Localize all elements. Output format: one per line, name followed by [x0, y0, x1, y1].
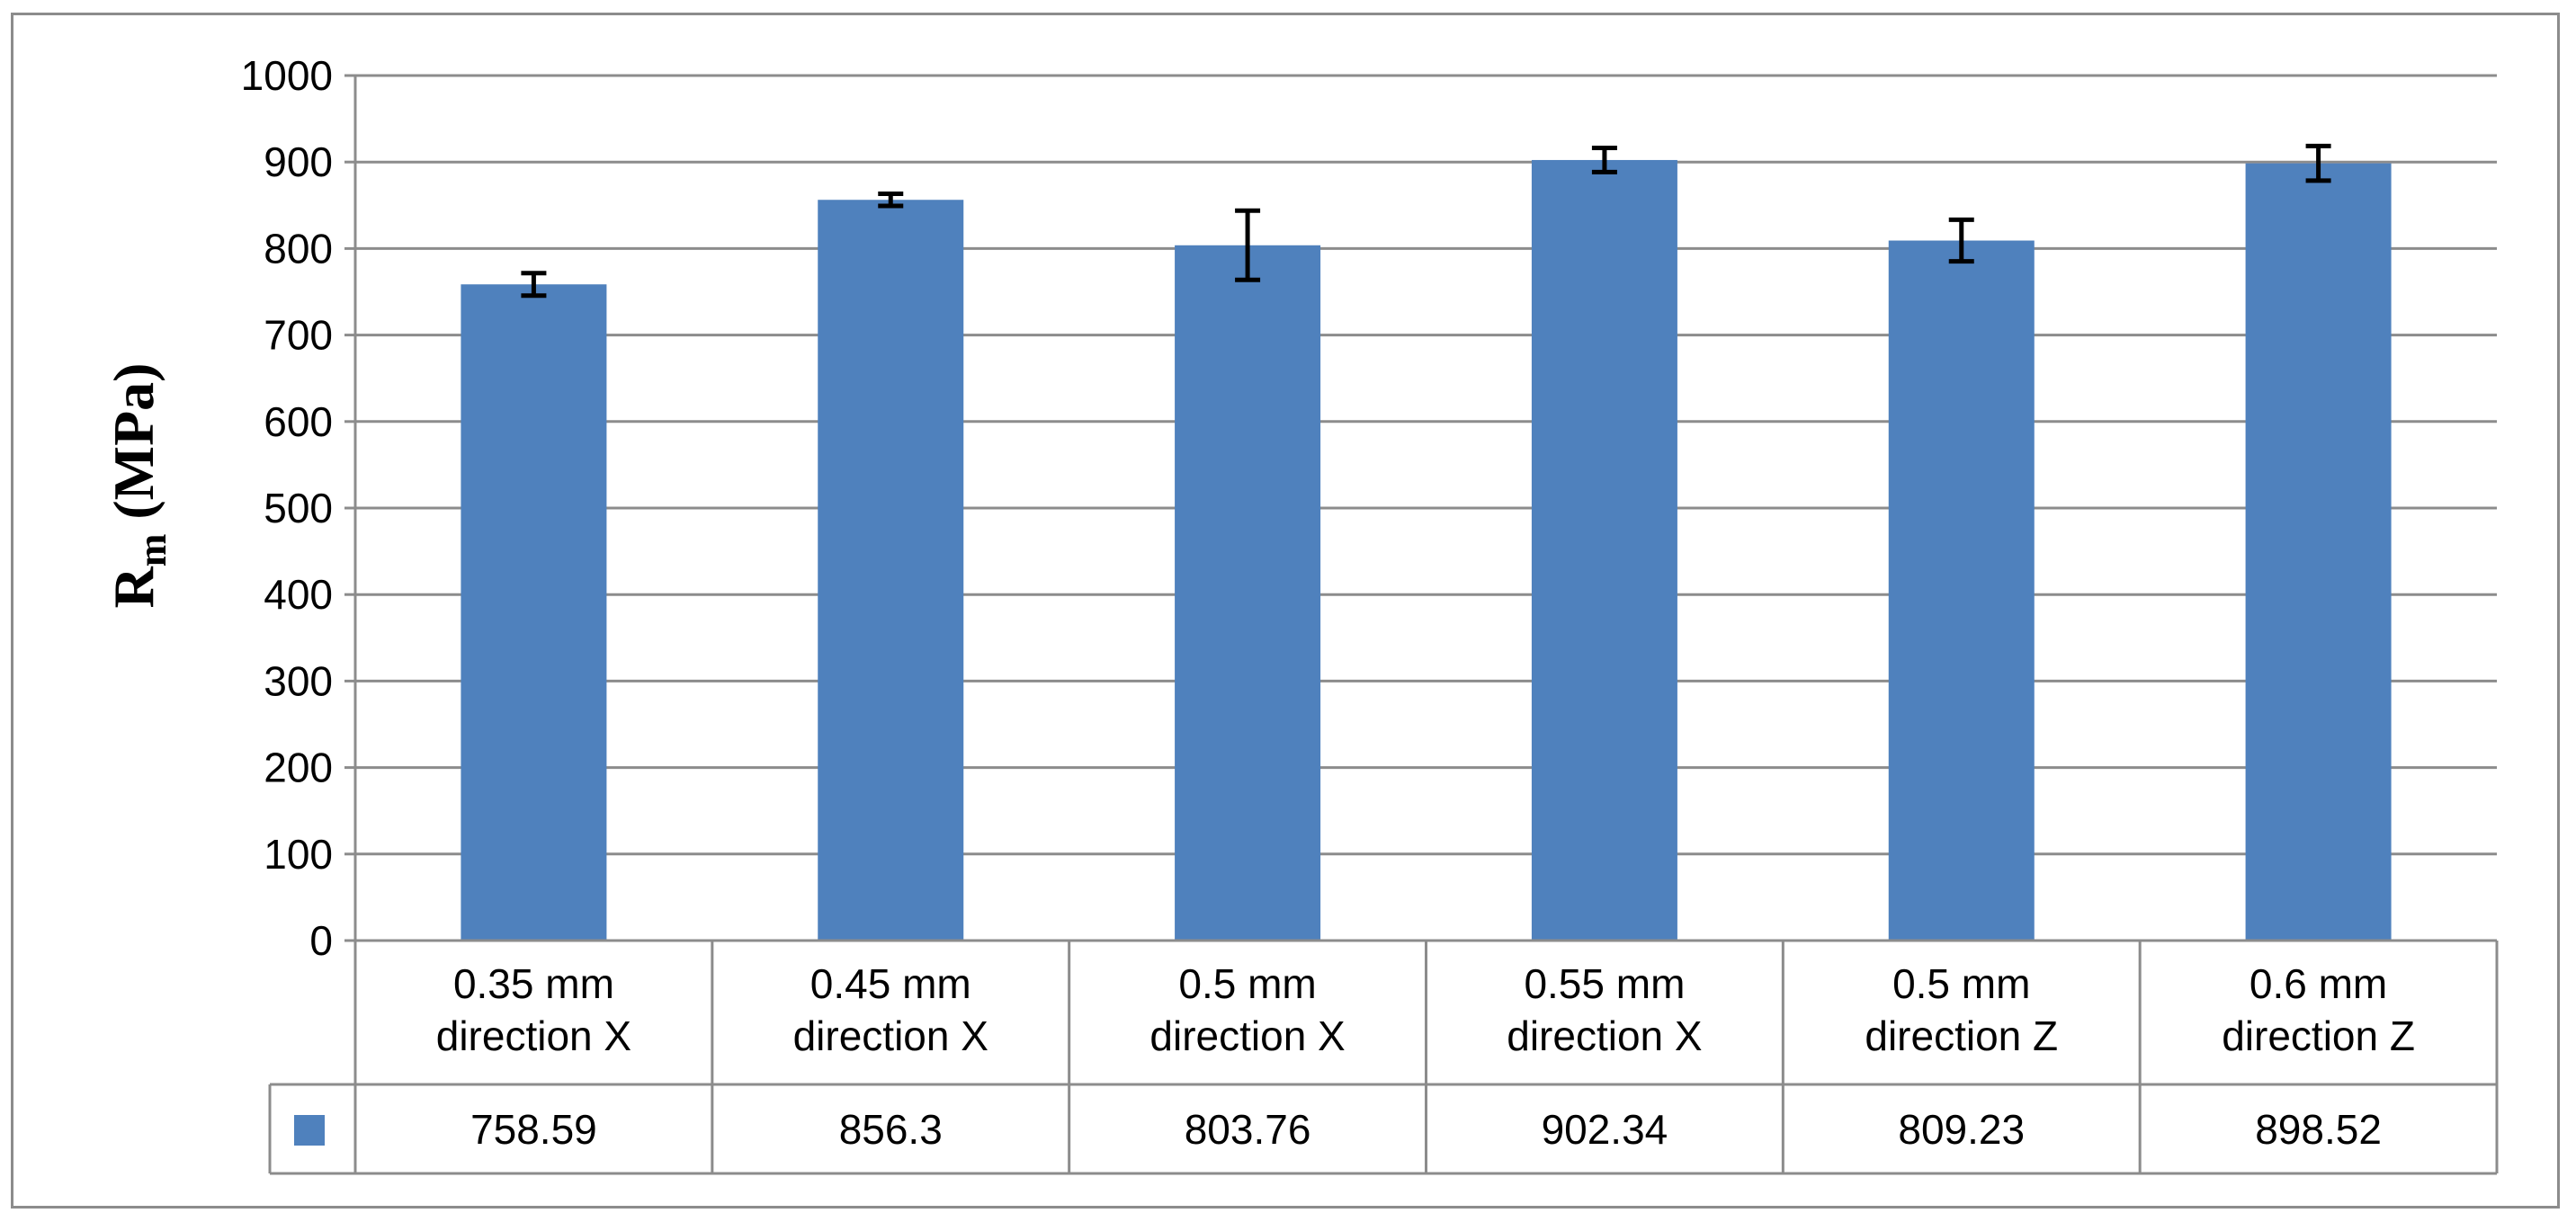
- bar: [1531, 159, 1677, 941]
- category-label-line: direction X: [1149, 1012, 1345, 1059]
- table-value: 803.76: [1185, 1106, 1311, 1153]
- category-label: 0.55 mm direction X: [1507, 960, 1702, 1059]
- data-table: 0.35 mm direction X 758.59 0.45 mm direction…: [268, 939, 2499, 1175]
- y-tick-label: 400: [264, 571, 333, 618]
- category-label-line: direction Z: [1865, 1012, 2058, 1059]
- bar: [1175, 245, 1321, 941]
- category-label: 0.6 mm direction Z: [2222, 960, 2415, 1059]
- bar: [461, 284, 607, 941]
- y-tick-label: 100: [264, 831, 333, 878]
- y-axis-label: Rm (MPa): [102, 363, 174, 609]
- category-label-line: direction X: [793, 1012, 988, 1059]
- y-tick-label: 700: [264, 312, 333, 359]
- grid-lines: [344, 74, 2497, 942]
- y-axis-label-main: R: [102, 566, 165, 609]
- category-label: 0.5 mm direction Z: [1865, 960, 2058, 1059]
- table-value: 758.59: [470, 1106, 597, 1153]
- category-label-line: 0.5 mm: [1892, 960, 2030, 1007]
- category-label: 0.35 mm direction X: [436, 960, 631, 1059]
- table-value: 902.34: [1542, 1106, 1668, 1153]
- y-tick-labels: 0 100 200 300 400 500 600 700 800 900 1000: [241, 52, 333, 964]
- category-label-line: 0.6 mm: [2250, 960, 2387, 1007]
- error-bars: [521, 143, 2331, 299]
- category-label: 0.45 mm direction X: [793, 960, 988, 1059]
- category-label-line: 0.45 mm: [810, 960, 971, 1007]
- y-tick-label: 300: [264, 657, 333, 704]
- category-label-line: 0.5 mm: [1178, 960, 1316, 1007]
- bars: [461, 159, 2392, 941]
- y-tick-label: 500: [264, 485, 333, 531]
- category-label-line: 0.35 mm: [453, 960, 614, 1007]
- y-tick-label: 0: [309, 917, 333, 964]
- y-tick-label: 1000: [241, 52, 333, 99]
- legend-key: [294, 1115, 325, 1146]
- bar: [818, 200, 964, 941]
- y-tick-label: 800: [264, 225, 333, 272]
- y-tick-label: 900: [264, 138, 333, 185]
- bar: [2245, 163, 2392, 941]
- category-label-line: 0.55 mm: [1524, 960, 1685, 1007]
- y-tick-label: 600: [264, 398, 333, 445]
- y-axis-label-unit: (MPa): [102, 363, 165, 534]
- category-label-line: direction X: [436, 1012, 631, 1059]
- y-tick-label: 200: [264, 745, 333, 791]
- bar: [1888, 240, 2035, 941]
- y-axis-label-subscript: m: [130, 534, 174, 567]
- table-value: 856.3: [839, 1106, 943, 1153]
- table-value: 809.23: [1898, 1106, 2025, 1153]
- category-label: 0.5 mm direction X: [1149, 960, 1345, 1059]
- category-label-line: direction Z: [2222, 1012, 2415, 1059]
- category-label-line: direction X: [1507, 1012, 1702, 1059]
- table-value: 898.52: [2255, 1106, 2382, 1153]
